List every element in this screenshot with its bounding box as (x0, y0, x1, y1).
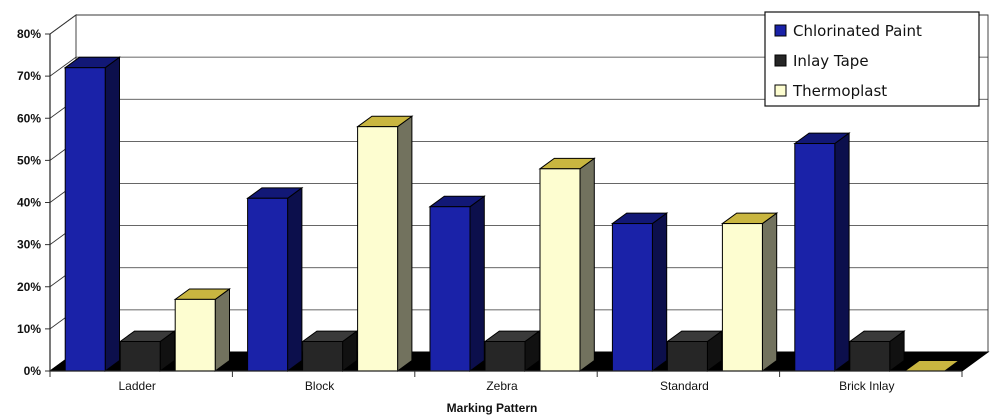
legend-label: Inlay Tape (793, 52, 869, 70)
bar-thermoplast-side (214, 287, 230, 372)
bar-inlay-tape (118, 330, 177, 372)
bar-chlorinated-paint-side (651, 212, 668, 372)
bar-inlay-tape-front (484, 341, 526, 372)
gridline-side (49, 14, 77, 35)
bars (63, 56, 961, 372)
y-tick-label: 70% (17, 69, 41, 83)
bar-chlorinated-paint (246, 186, 304, 372)
x-category-label: Standard (660, 379, 709, 393)
bar-thermoplast-side (397, 115, 413, 372)
legend-box (764, 11, 980, 107)
x-category-label: Ladder (119, 379, 156, 393)
y-tick-label: 80% (17, 27, 41, 41)
bar-thermoplast-front (539, 168, 581, 372)
y-tick-label: 10% (17, 322, 41, 336)
bar-inlay-tape-front (302, 341, 344, 372)
x-category-label: Brick Inlay (839, 379, 894, 393)
bar-chlorinated-paint (610, 212, 669, 372)
legend-swatch (774, 54, 787, 67)
y-tick-label: 40% (17, 196, 41, 210)
bar-thermoplast (356, 115, 414, 372)
y-tick-label: 30% (17, 238, 41, 252)
bar-inlay-tape (301, 330, 359, 372)
y-tick-labels: 0% 10% 20% 30% 40% 50% 60% 70% 80% (17, 27, 41, 378)
bar-thermoplast-front (721, 223, 763, 372)
bar-thermoplast-front (174, 298, 216, 372)
bar-thermoplast-side (579, 157, 595, 372)
bar-inlay-tape (483, 330, 541, 372)
y-tick-label: 20% (17, 280, 41, 294)
bar-inlay-tape-front (119, 341, 161, 372)
legend-swatch (774, 24, 787, 37)
y-tick-label: 60% (17, 111, 41, 125)
bar-thermoplast (720, 212, 779, 372)
bar-chlorinated-paint (793, 132, 851, 372)
bar-chlorinated-paint (63, 56, 122, 372)
bar-thermoplast (538, 157, 596, 372)
bar-chlorinated-paint-front (247, 197, 289, 372)
axes (49, 34, 962, 372)
bar-inlay-tape-front (849, 341, 891, 372)
bar-chlorinated-paint (428, 195, 486, 372)
bar-thermoplast-front (357, 126, 399, 372)
bar-chlorinated-paint-front (794, 143, 836, 372)
bar-thermoplast-side (761, 212, 778, 372)
bar-chlorinated-paint-side (104, 56, 120, 372)
legend-label: Chlorinated Paint (793, 22, 922, 40)
bar-chlorinated-paint-front (429, 206, 471, 372)
x-category-label: Zebra (486, 379, 518, 393)
bar-thermoplast (173, 287, 232, 372)
y-tick-label: 0% (24, 364, 42, 378)
bar-inlay-tape (665, 330, 724, 372)
bar-inlay-tape-front (666, 341, 708, 372)
x-category-labels: Ladder Block Zebra Standard Brick Inlay (49, 371, 963, 393)
x-category-label: Block (305, 379, 335, 393)
bar-chlorinated-paint-side (469, 195, 485, 372)
x-axis-title: Marking Pattern (447, 401, 538, 415)
y-tick-label: 50% (17, 153, 41, 167)
bar-chlorinated-paint-side (287, 186, 303, 372)
legend-label: Thermoplast (792, 82, 887, 100)
gridline-side (49, 56, 77, 77)
legend-swatch (774, 84, 787, 97)
bar-chlorinated-paint-front (64, 67, 106, 372)
bar-chlorinated-paint-front (611, 223, 653, 372)
bar-inlay-tape (848, 330, 906, 372)
bar-chlorinated-paint-side (834, 132, 850, 372)
legend: Chlorinated Paint Inlay Tape Thermoplast (764, 11, 980, 107)
